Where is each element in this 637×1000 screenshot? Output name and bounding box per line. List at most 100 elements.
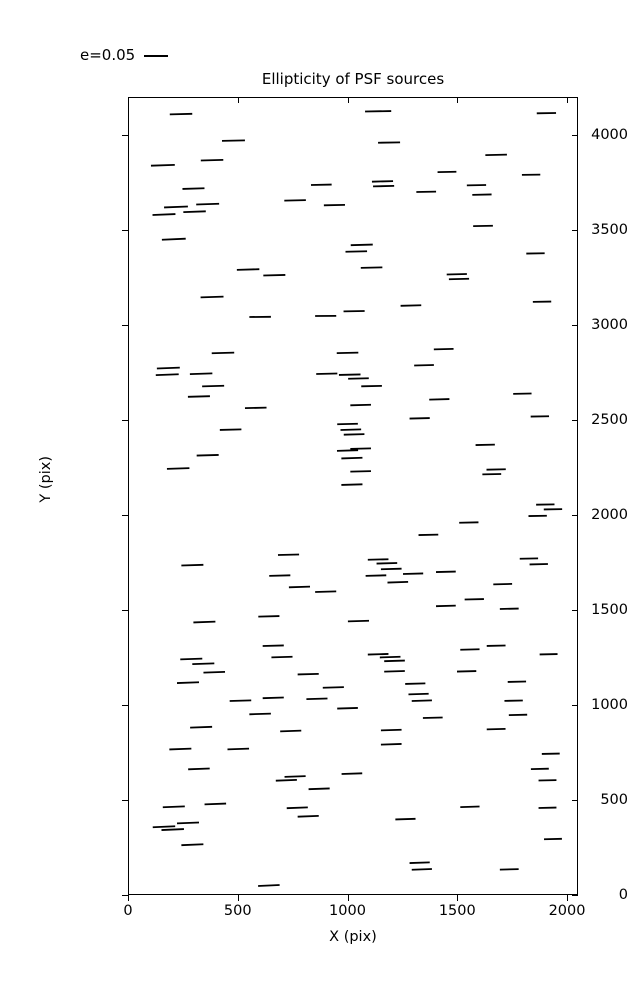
whisker-segment	[315, 590, 337, 593]
whisker-segment	[306, 697, 328, 701]
x-tick-mark	[457, 895, 459, 901]
whisker-segment	[297, 672, 319, 676]
x-tick-label: 2000	[548, 903, 586, 919]
whisker-segment	[365, 574, 387, 577]
whisker-segment	[341, 483, 363, 486]
whisker-segment	[350, 470, 371, 473]
whisker-segment	[229, 699, 252, 702]
whisker-segment	[182, 187, 205, 190]
y-tick-label: 500	[600, 792, 628, 808]
y-tick-mark-right	[572, 325, 578, 326]
whisker-segment	[249, 712, 271, 716]
whisker-segment	[236, 268, 260, 271]
whisker-segment	[152, 213, 176, 216]
y-tick-label: 2000	[591, 507, 628, 523]
whisker-segment	[155, 373, 179, 377]
whisker-segment	[203, 671, 226, 674]
whisker-segment	[499, 868, 519, 871]
whisker-segment	[387, 581, 409, 584]
whisker-segment	[193, 620, 216, 624]
y-tick-mark-right	[572, 420, 578, 421]
whisker-segment	[343, 433, 365, 436]
y-tick-mark-right	[572, 135, 578, 136]
whisker-segment	[190, 725, 213, 729]
whisker-segment	[269, 574, 291, 577]
y-tick-mark	[122, 705, 128, 706]
whisker-segment	[379, 655, 401, 659]
y-tick-label: 2500	[591, 412, 628, 428]
whisker-segment	[180, 657, 203, 661]
y-tick-mark	[122, 895, 128, 896]
x-tick-mark	[237, 895, 239, 901]
y-tick-label: 1500	[591, 602, 628, 618]
whisker-segment	[192, 662, 215, 666]
whisker-segment	[277, 553, 300, 556]
y-tick-mark-right	[572, 895, 578, 896]
ellipticity-scale-legend: e=0.05	[80, 46, 169, 64]
whisker-segment	[169, 112, 193, 116]
whisker-segment	[263, 274, 286, 277]
whisker-segment	[262, 644, 284, 647]
whisker-segment	[188, 767, 210, 771]
legend-label: e=0.05	[80, 46, 136, 64]
axes-frame	[128, 97, 578, 895]
x-tick-mark-top	[128, 97, 129, 103]
whisker-segment	[200, 295, 224, 299]
x-tick-label: 1000	[329, 903, 366, 919]
x-tick-mark-top	[567, 97, 569, 103]
whisker-segment	[336, 449, 359, 452]
whisker-segment	[156, 366, 180, 370]
whisker-segment	[360, 266, 383, 269]
whisker-segment	[384, 670, 405, 673]
whisker-segment	[258, 884, 280, 887]
whisker-segment	[380, 728, 402, 732]
whisker-segment	[460, 805, 480, 808]
whisker-segment	[371, 180, 394, 183]
whisker-segment	[367, 558, 389, 561]
x-tick-mark-top	[347, 97, 349, 103]
y-tick-label: 0	[618, 887, 628, 903]
whisker-segment	[244, 406, 267, 410]
x-tick-label: 0	[123, 903, 133, 919]
whisker-segment	[411, 868, 432, 871]
reference-whisker-icon	[144, 54, 169, 57]
whisker-segment	[152, 825, 176, 829]
whisker-segment	[350, 243, 373, 247]
whisker-segment	[164, 205, 188, 209]
whisker-segment	[347, 619, 370, 623]
whisker-segment	[400, 304, 422, 307]
whisker-segment	[166, 467, 190, 470]
y-tick-mark	[122, 325, 128, 326]
whisker-segment	[271, 655, 293, 659]
x-tick-mark	[567, 895, 569, 901]
whisker-field	[150, 110, 563, 887]
whisker-segment	[380, 567, 402, 571]
x-tick-mark-top	[457, 97, 459, 103]
whisker-segment	[350, 447, 371, 450]
x-tick-mark	[347, 895, 349, 901]
whisker-segment	[183, 210, 206, 214]
whisker-segment	[161, 828, 184, 831]
x-tick-label: 1500	[438, 903, 476, 919]
whisker-segment	[189, 372, 213, 376]
whisker-segment	[169, 747, 192, 751]
whisker-segment	[262, 696, 284, 700]
whisker-segment	[422, 716, 443, 719]
whisker-segment	[176, 821, 200, 825]
y-tick-mark	[122, 515, 128, 516]
whisker-segment	[280, 729, 302, 733]
whisker-segment	[288, 585, 311, 589]
whisker-segment	[345, 250, 368, 253]
whisker-segment	[286, 806, 308, 810]
whisker-segment	[284, 775, 306, 778]
whisker-segments	[150, 110, 563, 887]
x-tick-label: 500	[223, 903, 252, 919]
y-tick-label: 3500	[591, 222, 628, 238]
whisker-segment	[219, 428, 242, 431]
y-tick-label: 3000	[591, 317, 628, 333]
whisker-segment	[258, 615, 280, 618]
whisker-segment	[308, 787, 330, 791]
whisker-segment	[196, 454, 219, 457]
whisker-segment	[337, 707, 358, 710]
whisker-segment	[275, 778, 297, 782]
